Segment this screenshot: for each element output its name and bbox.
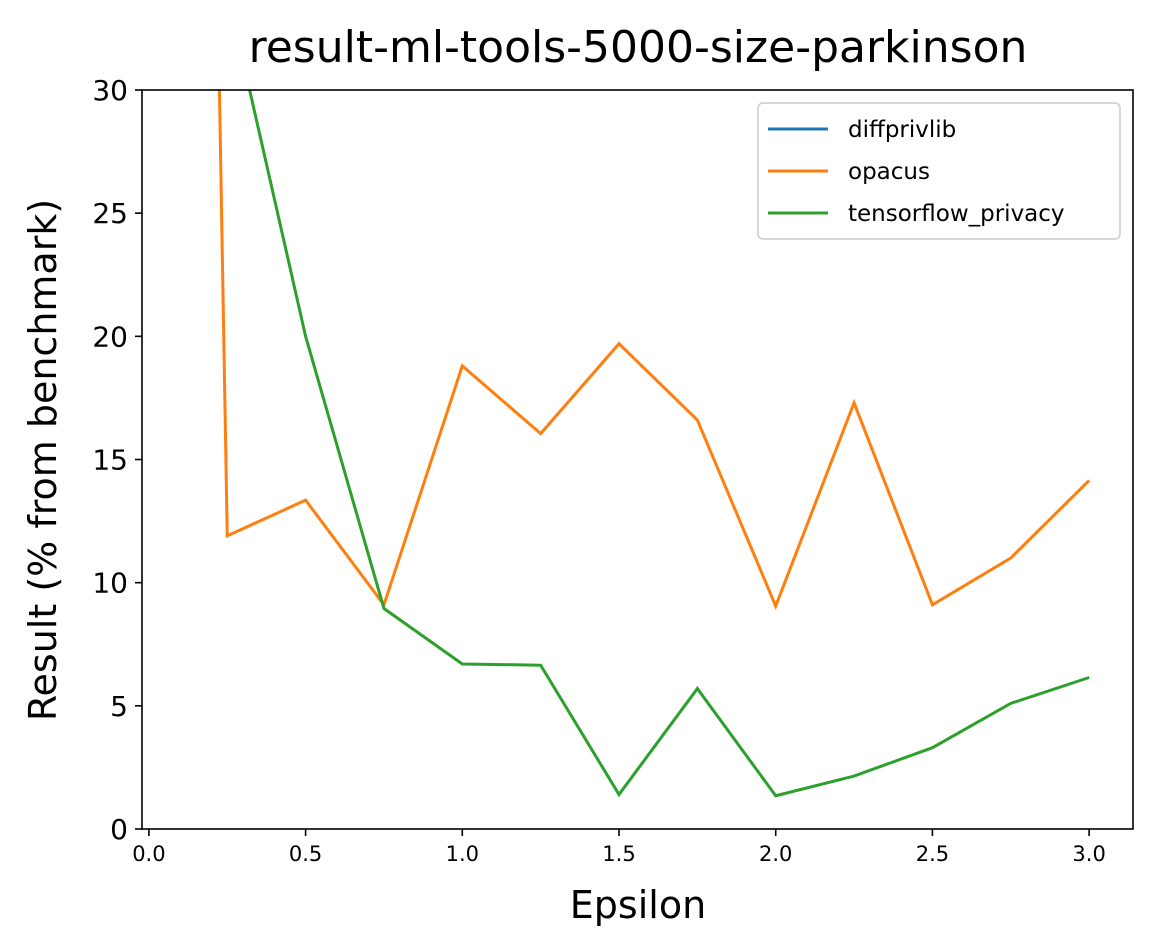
x-tick-label: 0.5 <box>289 842 322 866</box>
x-tick-label: 3.0 <box>1072 842 1105 866</box>
legend-box <box>757 102 1121 240</box>
legend-label: tensorflow_privacy <box>848 201 1065 227</box>
line-series <box>217 90 1091 611</box>
legend: diffprivlib opacus tensorflow_privacy <box>757 102 1121 240</box>
chart-title: result-ml-tools-5000-size-parkinson <box>249 22 1028 73</box>
x-tick-label: 0.0 <box>132 842 165 866</box>
y-tick-label: 20 <box>92 320 128 353</box>
plot-area <box>217 90 1091 798</box>
y-axis-label: Result (% from benchmark) <box>21 199 65 721</box>
x-axis-label: Epsilon <box>570 883 706 927</box>
x-tick-label: 1.5 <box>602 842 635 866</box>
y-tick-label: 0 <box>110 813 128 846</box>
x-tick-label: 2.0 <box>759 842 792 866</box>
legend-label: diffprivlib <box>848 117 956 143</box>
x-tick-label: 1.0 <box>446 842 479 866</box>
y-tick-label: 15 <box>92 444 128 477</box>
y-tick-label: 30 <box>92 74 128 107</box>
legend-label: opacus <box>848 159 930 185</box>
x-tick-label: 2.5 <box>916 842 949 866</box>
y-tick-label: 10 <box>92 567 128 600</box>
y-tick-label: 25 <box>92 197 128 230</box>
y-tick-label: 5 <box>110 690 128 723</box>
line-series <box>248 90 1090 798</box>
